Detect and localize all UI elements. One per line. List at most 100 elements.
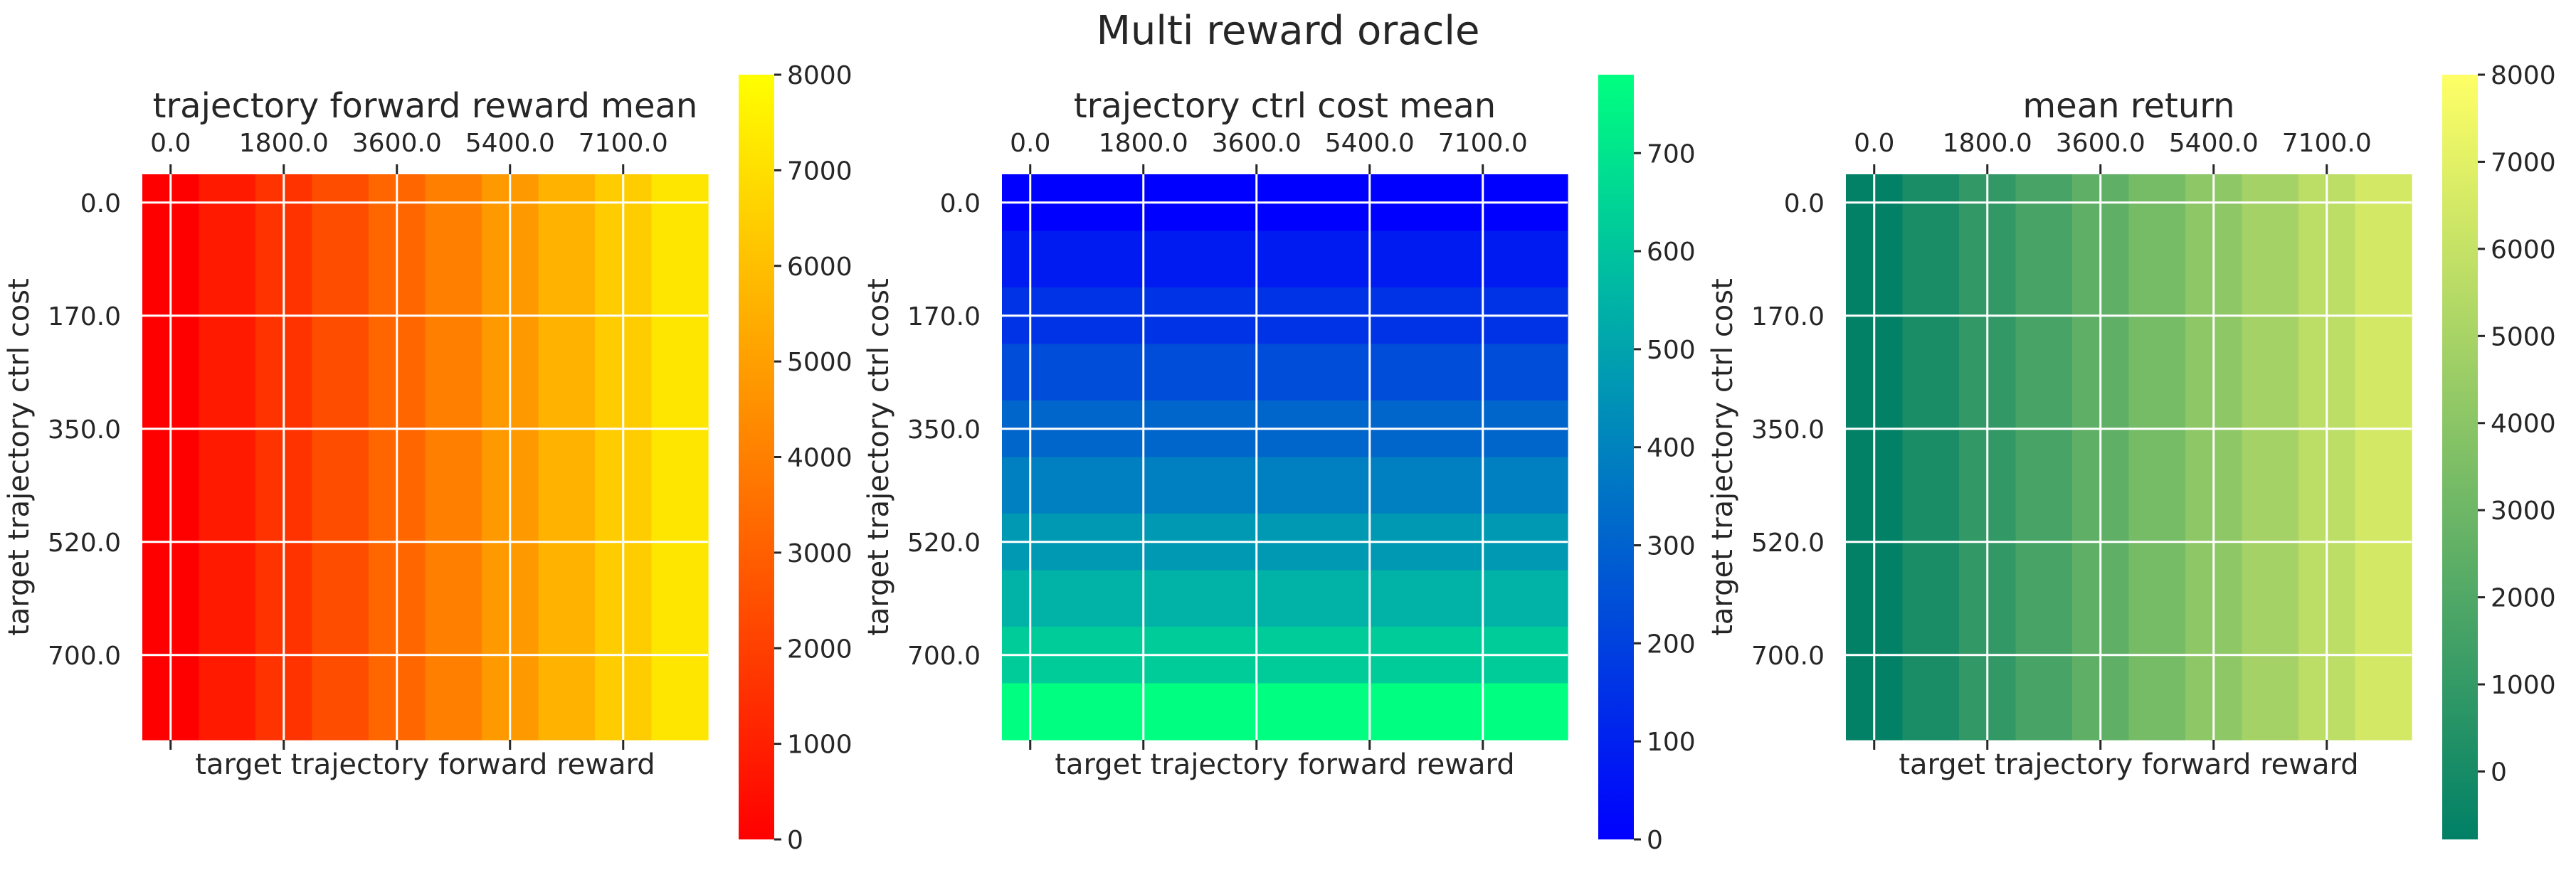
x-tick-label: 7100.0 <box>1438 129 1528 158</box>
heatmap-cell <box>1284 344 1342 401</box>
heatmap-cell <box>1511 457 1568 514</box>
x-tick-label: 3600.0 <box>2056 129 2145 158</box>
heatmap-cell <box>1511 230 1568 288</box>
heatmap-cell <box>1398 683 1455 741</box>
x-axis-label: target trajectory forward reward <box>195 748 655 781</box>
heatmap-cell <box>651 457 709 514</box>
colorbar <box>739 75 774 839</box>
heatmap-cell <box>1902 230 1960 288</box>
heatmap-cell <box>2128 457 2186 514</box>
y-tick-label: 520.0 <box>907 529 981 558</box>
heatmap-cell <box>2128 230 2186 288</box>
x-tick-label: 1800.0 <box>1099 129 1188 158</box>
heatmap-cell <box>2128 683 2186 741</box>
heatmap-cell <box>1058 230 1116 288</box>
y-tick-label: 170.0 <box>48 302 121 331</box>
chart-title: trajectory forward reward mean <box>153 86 698 126</box>
y-tick-label: 0.0 <box>1784 189 1825 218</box>
x-tick-label: 0.0 <box>150 129 191 158</box>
x-tick-label: 7100.0 <box>579 129 668 158</box>
colorbar-tick-label: 200 <box>1647 630 1696 659</box>
x-tick-label: 1800.0 <box>1943 129 2032 158</box>
heatmap-cell <box>1398 230 1455 288</box>
colorbar-tick-label: 6000 <box>2491 235 2556 265</box>
x-tick-label: 0.0 <box>1854 129 1894 158</box>
colorbar-tick-label: 0 <box>1647 826 1663 855</box>
x-tick-label: 1800.0 <box>239 129 329 158</box>
heatmap-cell <box>2242 344 2299 401</box>
heatmap-cell <box>1171 457 1229 514</box>
heatmap-cell <box>2355 344 2412 401</box>
y-tick-label: 350.0 <box>1751 415 1825 445</box>
heatmap-cell <box>538 230 596 288</box>
y-tick-label: 350.0 <box>48 415 121 445</box>
colorbar <box>2442 75 2478 839</box>
heatmap-cell <box>651 230 709 288</box>
heatmap-cell <box>425 230 482 288</box>
x-tick-label: 3600.0 <box>352 129 442 158</box>
y-tick-label: 520.0 <box>1751 529 1825 558</box>
heatmap-cell <box>2355 457 2412 514</box>
heatmap-cell <box>1171 230 1229 288</box>
chart-panel-1: 0.0 1800.0 3600.0 5400.0 7100.0 0.0 170.0 350.0… <box>3 61 852 855</box>
x-tick-label: 3600.0 <box>1212 129 1302 158</box>
heatmap-cell <box>199 344 256 401</box>
heatmap-cell <box>1171 570 1229 627</box>
colorbar-tick-label: 1000 <box>787 731 852 760</box>
heatmap-cell <box>1902 683 1960 741</box>
heatmap-cell <box>1058 570 1116 627</box>
colorbar-tick-label: 0 <box>2491 758 2507 787</box>
grid-lines <box>1002 164 1568 750</box>
heatmap-cell <box>2128 344 2186 401</box>
heatmap-cell <box>1284 570 1342 627</box>
heatmap-cell <box>1902 457 1960 514</box>
heatmap-cell <box>2015 683 2073 741</box>
x-tick-label: 7100.0 <box>2282 129 2372 158</box>
y-tick-label: 700.0 <box>1751 642 1825 671</box>
colorbar-tick-label: 1000 <box>2491 671 2556 700</box>
heatmap-cell <box>1058 457 1116 514</box>
colorbar-tick-label: 500 <box>1647 336 1696 365</box>
colorbar-tick-label: 6000 <box>787 253 852 282</box>
heatmap-cell <box>538 457 596 514</box>
heatmap-cell <box>651 570 709 627</box>
colorbar-tick-label: 0 <box>787 826 803 855</box>
y-tick-label: 0.0 <box>80 189 121 218</box>
chart-title: mean return <box>2022 86 2234 126</box>
heatmap-cell <box>1902 570 1960 627</box>
colorbar-tick-label: 8000 <box>787 61 852 90</box>
heatmap-cell <box>2242 570 2299 627</box>
heatmap-cell <box>1171 344 1229 401</box>
heatmap-cell <box>538 683 596 741</box>
chart-panel-2: 0.0 1800.0 3600.0 5400.0 7100.0 0.0 170.0 350.0… <box>862 75 1696 855</box>
colorbar-tick-label: 100 <box>1647 728 1696 757</box>
heatmap-cell <box>425 344 482 401</box>
colorbar-tick-label: 7000 <box>787 157 852 186</box>
colorbar-tick-label: 2000 <box>2491 584 2556 613</box>
heatmap-cell <box>1398 344 1455 401</box>
heatmap-cell <box>651 344 709 401</box>
heatmap-cell <box>1058 683 1116 741</box>
colorbar-tick-label: 2000 <box>787 635 852 664</box>
heatmap-cell <box>312 457 369 514</box>
y-tick-label: 0.0 <box>940 189 981 218</box>
figure-title: Multi reward oracle <box>1097 8 1480 54</box>
colorbar <box>1598 75 1634 839</box>
y-tick-label: 170.0 <box>1751 302 1825 331</box>
y-tick-label: 700.0 <box>907 642 981 671</box>
heatmap-cell <box>199 457 256 514</box>
x-axis-label: target trajectory forward reward <box>1899 748 2358 781</box>
heatmap-cell <box>651 683 709 741</box>
heatmap-cell <box>1398 457 1455 514</box>
colorbar-tick-label: 5000 <box>787 348 852 377</box>
heatmap-cell <box>2015 344 2073 401</box>
heatmap-cell <box>2242 230 2299 288</box>
y-tick-label: 350.0 <box>907 415 981 445</box>
heatmap-cell <box>1284 683 1342 741</box>
heatmap-cell <box>1511 683 1568 741</box>
heatmap-cell <box>2355 570 2412 627</box>
y-axis-label: target trajectory ctrl cost <box>862 278 895 636</box>
heatmap-cell <box>1284 457 1342 514</box>
heatmap-cell <box>2015 457 2073 514</box>
heatmap-cell <box>199 230 256 288</box>
